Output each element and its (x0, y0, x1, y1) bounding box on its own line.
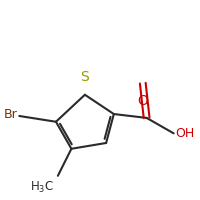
Text: S: S (81, 70, 89, 84)
Text: OH: OH (176, 127, 195, 140)
Text: O: O (137, 94, 148, 108)
Text: Br: Br (4, 108, 17, 121)
Text: $\mathregular{H_3C}$: $\mathregular{H_3C}$ (30, 180, 54, 195)
